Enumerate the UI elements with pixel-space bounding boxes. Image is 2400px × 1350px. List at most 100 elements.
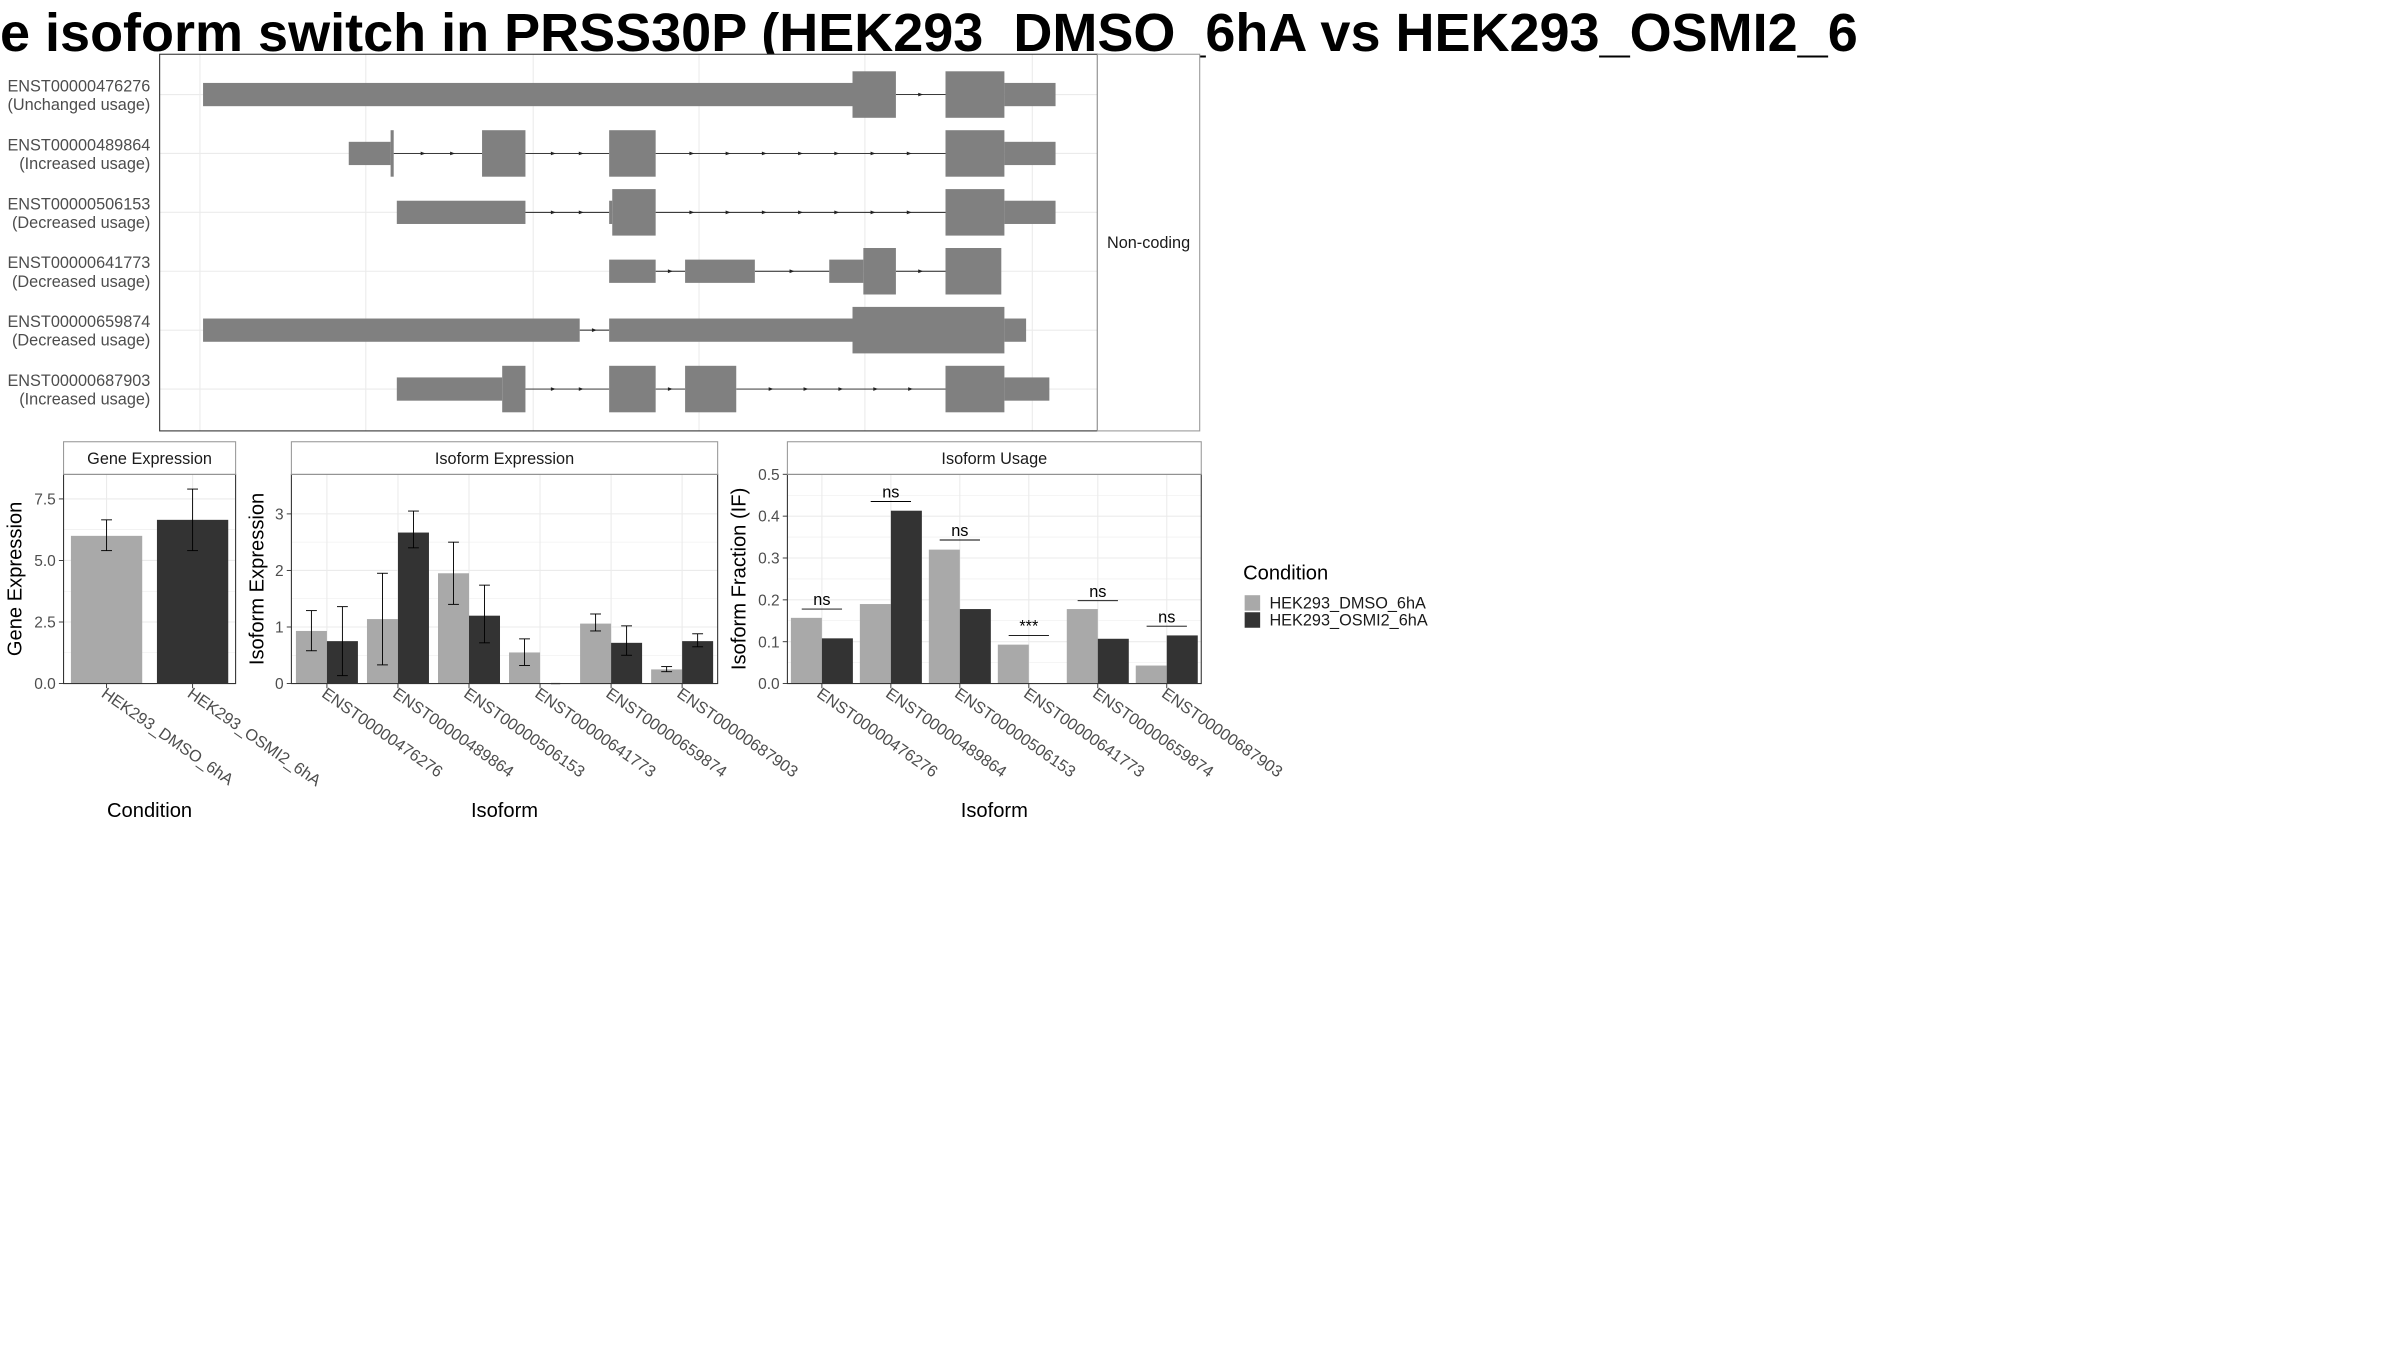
intron-arrow bbox=[578, 151, 584, 156]
bar-ENST00000659874-HEK293_DMSO_6hA bbox=[580, 623, 612, 684]
x-tick-label: ENST00000476276 bbox=[813, 684, 940, 781]
intron-arrow bbox=[918, 269, 924, 274]
y-tick-label: 0.4 bbox=[758, 509, 780, 526]
utr-block bbox=[829, 259, 864, 283]
bar-ENST00000489864-HEK293_OSMI2_6hA bbox=[397, 532, 429, 684]
bar-ENST00000659874-HEK293_OSMI2_6hA bbox=[1097, 638, 1129, 684]
y-tick-label: 3 bbox=[275, 506, 284, 523]
bar-ENST00000506153-HEK293_DMSO_6hA bbox=[928, 549, 960, 684]
exon-block bbox=[612, 189, 656, 236]
transcript-model-ENST00000476276 bbox=[203, 71, 1056, 118]
legend-swatch bbox=[1244, 612, 1261, 628]
x-axis-title: Isoform bbox=[961, 800, 1028, 822]
utr-block bbox=[609, 200, 613, 224]
coding-strip bbox=[1096, 53, 1201, 432]
facet-strip bbox=[290, 441, 719, 475]
significance-label: ns bbox=[1158, 608, 1175, 626]
exon-block bbox=[945, 130, 1005, 177]
intron-arrow bbox=[689, 151, 695, 156]
utr-block bbox=[1004, 82, 1056, 107]
intron-arrow bbox=[908, 387, 914, 391]
x-tick-label: ENST00000476276 bbox=[318, 684, 445, 781]
intron-arrow bbox=[450, 151, 456, 156]
x-tick-label: ENST00000659874 bbox=[1089, 684, 1216, 781]
bar-ENST00000687903-HEK293_DMSO_6hA bbox=[651, 669, 683, 684]
intron-arrow bbox=[798, 151, 804, 156]
bar-ENST00000506153-HEK293_OSMI2_6hA bbox=[959, 609, 991, 684]
x-tick-label: ENST00000659874 bbox=[603, 684, 730, 781]
intron-arrow bbox=[578, 387, 584, 391]
utr-block bbox=[1004, 318, 1027, 342]
transcript-panel: Non-coding ENST00000476276(Unchanged usag… bbox=[7, 53, 1201, 432]
bar-ENST00000687903-HEK293_DMSO_6hA bbox=[1135, 665, 1167, 684]
exon-block bbox=[390, 130, 394, 177]
transcript-id-label: ENST00000476276 bbox=[7, 77, 150, 95]
utr-block bbox=[1004, 377, 1050, 401]
intron-arrow bbox=[870, 210, 876, 215]
y-tick-label: 0.0 bbox=[758, 676, 780, 693]
intron-arrow bbox=[725, 151, 731, 156]
y-tick-label: 0.0 bbox=[34, 676, 56, 693]
y-axis-title: Isoform Fraction (IF) bbox=[729, 488, 751, 670]
transcript-usage-label: (Decreased usage) bbox=[12, 214, 150, 232]
intron-arrow bbox=[803, 387, 809, 391]
intron-arrow bbox=[906, 151, 912, 156]
y-tick-label: 0.5 bbox=[758, 467, 780, 484]
intron-arrow bbox=[918, 92, 924, 97]
x-tick-label: ENST00000489864 bbox=[389, 684, 516, 781]
utr-block bbox=[348, 141, 391, 166]
intron-arrow bbox=[834, 151, 840, 156]
utr-block bbox=[609, 259, 656, 283]
intron-arrow bbox=[870, 151, 876, 156]
transcript-usage-label: (Decreased usage) bbox=[12, 332, 150, 350]
significance-label: ns bbox=[882, 484, 899, 502]
exon-block bbox=[945, 189, 1005, 236]
x-tick-label: ENST00000687903 bbox=[1158, 684, 1285, 781]
bar-ENST00000687903-HEK293_OSMI2_6hA bbox=[682, 641, 714, 684]
exon-block bbox=[863, 248, 896, 295]
intron-arrow bbox=[578, 210, 584, 215]
intron-arrow bbox=[689, 210, 695, 215]
y-tick-label: 1 bbox=[275, 620, 284, 637]
intron-arrow bbox=[761, 151, 767, 156]
legend-title: Condition bbox=[1243, 563, 1328, 585]
plot-area bbox=[291, 474, 718, 684]
transcript-usage-label: (Increased usage) bbox=[19, 391, 150, 409]
bar-ENST00000489864-HEK293_DMSO_6hA bbox=[859, 604, 891, 684]
significance-label: ns bbox=[1089, 583, 1106, 601]
y-tick-label: 2.5 bbox=[34, 615, 56, 632]
intron-arrow bbox=[667, 269, 673, 274]
x-tick-label: ENST00000506153 bbox=[461, 684, 588, 781]
y-tick-label: 5.0 bbox=[34, 553, 56, 570]
x-axis-title: Isoform bbox=[471, 800, 538, 822]
facet-title: Gene Expression bbox=[87, 450, 212, 468]
exon-block bbox=[945, 365, 1005, 413]
utr-block bbox=[396, 377, 503, 401]
utr-block bbox=[203, 318, 580, 342]
intron-arrow bbox=[550, 387, 556, 391]
facet-title: Isoform Usage bbox=[941, 450, 1047, 468]
intron-arrow bbox=[873, 387, 879, 391]
exon-block bbox=[685, 365, 737, 413]
transcript-id-label: ENST00000506153 bbox=[7, 195, 150, 213]
intron-arrow bbox=[591, 328, 597, 333]
bar-ENST00000476276-HEK293_OSMI2_6hA bbox=[821, 638, 853, 684]
utr-block bbox=[1004, 141, 1056, 166]
intron-arrow bbox=[838, 387, 844, 391]
transcript-usage-label: (Decreased usage) bbox=[12, 273, 150, 291]
transcript-model-ENST00000687903 bbox=[396, 365, 1050, 413]
y-tick-label: 2 bbox=[275, 563, 284, 580]
x-tick-label: ENST00000641773 bbox=[532, 684, 659, 781]
y-tick-label: 0.2 bbox=[758, 592, 780, 609]
intron-arrow bbox=[667, 387, 673, 391]
transcript-model-ENST00000641773 bbox=[609, 248, 1002, 295]
significance-label: ns bbox=[951, 522, 968, 540]
intron-arrow bbox=[798, 210, 804, 215]
exon-block bbox=[609, 365, 656, 413]
x-tick-label: ENST00000489864 bbox=[882, 684, 1009, 781]
transcript-model-ENST00000506153 bbox=[396, 189, 1056, 236]
utr-block bbox=[685, 259, 755, 283]
utr-block bbox=[609, 318, 853, 342]
